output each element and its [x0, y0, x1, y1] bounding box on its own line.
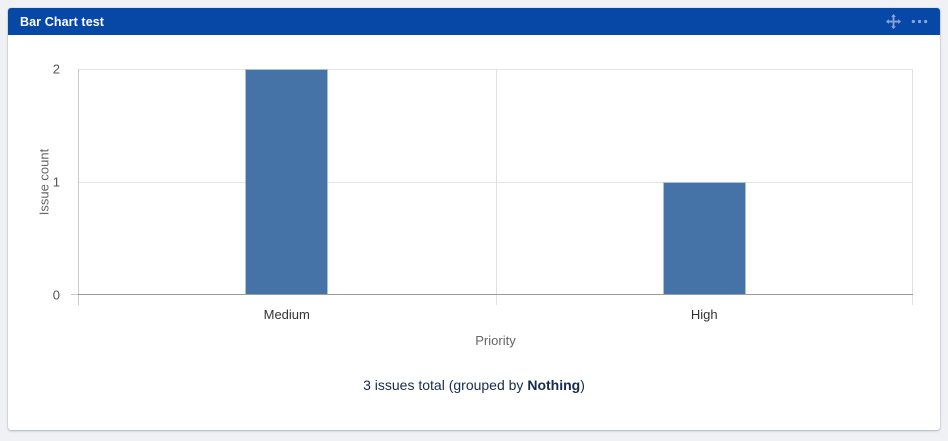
- y-tick-label-0: 0: [52, 287, 60, 303]
- bar-cell-medium: [78, 69, 496, 295]
- y-tick-label-2: 2: [52, 61, 60, 77]
- category-boundary-line: [495, 69, 497, 305]
- gadget-title: Bar Chart test: [20, 14, 105, 29]
- bar-high[interactable]: [662, 182, 746, 295]
- x-tick-label-medium: Medium: [263, 307, 310, 322]
- y-axis-zero-tick: [71, 294, 78, 295]
- move-icon[interactable]: [886, 14, 901, 29]
- chart-summary-group: Nothing: [527, 377, 581, 393]
- x-tick-label-high: High: [690, 307, 718, 322]
- chart-summary-suffix: ): [580, 377, 585, 393]
- more-menu-icon[interactable]: [911, 19, 928, 24]
- x-axis-title: Priority: [475, 333, 516, 348]
- x-axis-line: [78, 294, 913, 295]
- y-axis-line: [78, 69, 79, 305]
- chart-summary: 3 issues total (grouped by Nothing): [8, 377, 940, 393]
- plot-right-border: [912, 69, 913, 305]
- y-axis: 0 1 2: [8, 62, 70, 303]
- bar-cell-high: [496, 69, 914, 295]
- gadget-header-actions: [886, 14, 928, 29]
- x-axis-labels: Medium High: [78, 307, 913, 323]
- chart-summary-prefix: 3 issues total (grouped by: [363, 377, 528, 393]
- y-tick-label-1: 1: [52, 174, 60, 190]
- gadget-header[interactable]: Bar Chart test: [8, 8, 940, 35]
- plot-area: [71, 69, 914, 305]
- bar-medium[interactable]: [245, 69, 329, 295]
